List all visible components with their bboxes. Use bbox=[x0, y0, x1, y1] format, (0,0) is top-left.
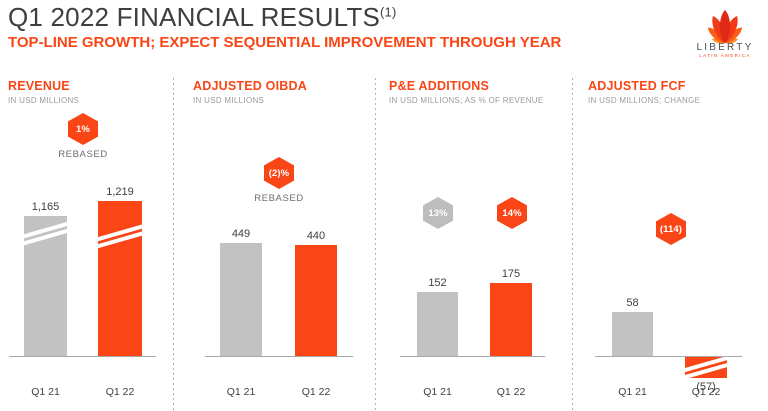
category-label: Q1 21 bbox=[423, 386, 452, 398]
chart-title: P&E ADDITIONS bbox=[389, 79, 490, 93]
chart-plot-pe-additions: 152 Q1 21 175 Q1 22 13% 14% bbox=[375, 75, 572, 411]
page-title-text: Q1 2022 FINANCIAL RESULTS bbox=[8, 2, 381, 32]
badge-hexagon: 1% bbox=[68, 113, 98, 145]
liberty-flower-icon bbox=[708, 9, 742, 44]
badge-hexagon: 13% bbox=[423, 197, 453, 229]
column-divider bbox=[173, 78, 174, 411]
chart-column-pe-additions: P&E ADDITIONS IN USD MILLIONS; AS % OF R… bbox=[375, 75, 572, 411]
category-label: Q1 22 bbox=[691, 386, 721, 398]
logo-brand-name: LIBERTY bbox=[696, 42, 754, 53]
badge-caption: REBASED bbox=[58, 149, 108, 160]
column-divider bbox=[572, 78, 573, 411]
chart-column-adjusted-fcf: ADJUSTED FCF IN USD MILLIONS; CHANGE 58 Q… bbox=[572, 75, 768, 411]
bar-q1-21 bbox=[24, 216, 67, 356]
badge-hexagon: 14% bbox=[497, 197, 527, 229]
bar-value-label: 449 bbox=[231, 228, 251, 240]
category-label: Q1 22 bbox=[496, 386, 526, 398]
bar-q1-22 bbox=[295, 245, 337, 356]
chart-subtitle: IN USD MILLIONS bbox=[8, 96, 80, 105]
bar-value-label: 1,219 bbox=[106, 186, 134, 198]
chart-title: ADJUSTED OIBDA bbox=[193, 79, 307, 93]
x-axis-line bbox=[9, 356, 156, 357]
chart-subtitle: IN USD MILLIONS bbox=[193, 96, 265, 105]
x-axis-line bbox=[205, 356, 353, 357]
company-logo: LIBERTY LATIN AMERICA bbox=[687, 3, 763, 58]
chart-subtitle: IN USD MILLIONS; CHANGE bbox=[588, 96, 701, 105]
x-axis-line bbox=[595, 356, 742, 357]
bar-value-label: 1,165 bbox=[31, 201, 60, 213]
bar-q1-22 bbox=[98, 201, 142, 356]
chart-column-adjusted-oibda: ADJUSTED OIBDA IN USD MILLIONS 449 Q1 21 4… bbox=[173, 75, 375, 411]
bar-value-label: 152 bbox=[428, 277, 447, 289]
x-axis-line bbox=[400, 356, 545, 357]
badge-hexagon: (2)% bbox=[264, 157, 294, 189]
bar-q1-21 bbox=[220, 243, 262, 356]
chart-plot-adjusted-fcf: 58 Q1 21 (57) Q1 22 (114) bbox=[572, 75, 768, 411]
chart-plot-revenue: 1,165 Q1 21 1,219 Q1 22 1% REBASED bbox=[0, 75, 173, 411]
bar-value-label: 58 bbox=[626, 297, 639, 309]
category-label: Q1 22 bbox=[105, 386, 135, 398]
page-title-footnote-ref: (1) bbox=[380, 4, 397, 20]
badge-hexagon: (114) bbox=[656, 213, 686, 245]
badge-caption: REBASED bbox=[254, 193, 304, 204]
category-label: Q1 21 bbox=[226, 386, 256, 398]
page-title: Q1 2022 FINANCIAL RESULTS(1) bbox=[8, 2, 397, 33]
logo-brand-subname: LATIN AMERICA bbox=[699, 53, 751, 58]
chart-subtitle: IN USD MILLIONS; AS % OF REVENUE bbox=[389, 96, 544, 105]
chart-plot-adjusted-oibda: 449 Q1 21 440 Q1 22 (2)% REBASED bbox=[173, 75, 375, 411]
category-label: Q1 22 bbox=[301, 386, 331, 398]
column-divider bbox=[375, 78, 376, 411]
chart-title: ADJUSTED FCF bbox=[588, 79, 686, 93]
bar-q1-22 bbox=[490, 283, 532, 356]
bar-value-label: 175 bbox=[501, 268, 521, 280]
category-label: Q1 21 bbox=[31, 386, 60, 398]
page-subtitle: TOP-LINE GROWTH; EXPECT SEQUENTIAL IMPRO… bbox=[8, 34, 562, 51]
chart-title: REVENUE bbox=[8, 79, 70, 93]
bar-value-label: 440 bbox=[306, 230, 326, 242]
category-label: Q1 21 bbox=[618, 386, 647, 398]
bar-q1-21 bbox=[612, 312, 653, 356]
bar-q1-21 bbox=[417, 292, 458, 356]
bar-value-label: (57) bbox=[696, 381, 716, 393]
chart-column-revenue: REVENUE IN USD MILLIONS 1,165 Q1 21 1,219 Q… bbox=[0, 75, 173, 411]
bar-q1-22 bbox=[685, 357, 727, 378]
